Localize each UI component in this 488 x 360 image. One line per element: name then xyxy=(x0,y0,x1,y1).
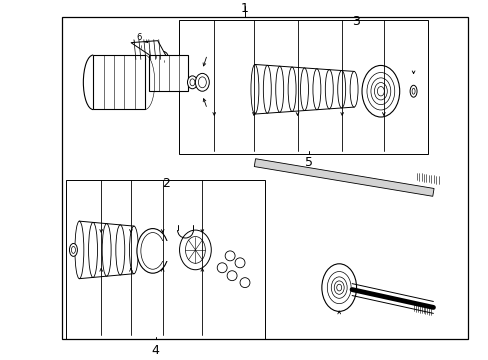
Circle shape xyxy=(240,278,249,288)
Polygon shape xyxy=(131,41,168,63)
Ellipse shape xyxy=(321,264,356,311)
Ellipse shape xyxy=(102,224,111,276)
FancyArrow shape xyxy=(254,159,433,196)
Bar xyxy=(93,55,144,109)
Ellipse shape xyxy=(377,86,384,96)
Text: 4: 4 xyxy=(151,344,160,357)
Ellipse shape xyxy=(287,67,295,112)
Circle shape xyxy=(217,263,227,273)
Ellipse shape xyxy=(88,222,97,278)
Ellipse shape xyxy=(366,72,394,110)
Circle shape xyxy=(227,271,237,281)
Text: 6: 6 xyxy=(136,33,142,42)
Ellipse shape xyxy=(312,69,320,110)
Ellipse shape xyxy=(141,233,164,269)
Ellipse shape xyxy=(411,88,414,94)
Ellipse shape xyxy=(263,65,271,113)
Ellipse shape xyxy=(409,85,416,97)
Bar xyxy=(152,241,172,261)
Circle shape xyxy=(224,251,235,261)
Ellipse shape xyxy=(361,66,399,117)
Ellipse shape xyxy=(198,77,206,88)
Ellipse shape xyxy=(189,79,195,86)
Bar xyxy=(61,17,467,339)
Ellipse shape xyxy=(326,271,350,303)
Ellipse shape xyxy=(137,229,168,273)
Ellipse shape xyxy=(69,243,77,256)
Text: 3: 3 xyxy=(351,15,359,28)
Ellipse shape xyxy=(374,82,386,100)
Text: 2: 2 xyxy=(162,176,169,189)
Ellipse shape xyxy=(75,221,83,279)
Text: 5: 5 xyxy=(305,156,313,169)
Ellipse shape xyxy=(334,281,344,294)
Ellipse shape xyxy=(325,70,333,109)
Ellipse shape xyxy=(71,247,75,253)
Ellipse shape xyxy=(179,230,211,270)
Ellipse shape xyxy=(250,64,258,114)
Ellipse shape xyxy=(159,51,168,67)
Ellipse shape xyxy=(185,237,205,263)
Ellipse shape xyxy=(300,68,308,111)
Ellipse shape xyxy=(370,78,390,105)
Bar xyxy=(66,180,264,339)
Ellipse shape xyxy=(129,226,138,274)
Ellipse shape xyxy=(330,277,346,298)
Ellipse shape xyxy=(349,71,357,107)
Ellipse shape xyxy=(187,76,197,89)
Ellipse shape xyxy=(275,66,283,112)
Ellipse shape xyxy=(337,71,345,108)
Bar xyxy=(178,20,427,154)
Ellipse shape xyxy=(116,225,124,275)
Circle shape xyxy=(235,258,244,268)
Text: 1: 1 xyxy=(241,2,248,15)
Ellipse shape xyxy=(195,73,209,91)
Bar xyxy=(148,55,188,91)
Ellipse shape xyxy=(336,284,341,291)
